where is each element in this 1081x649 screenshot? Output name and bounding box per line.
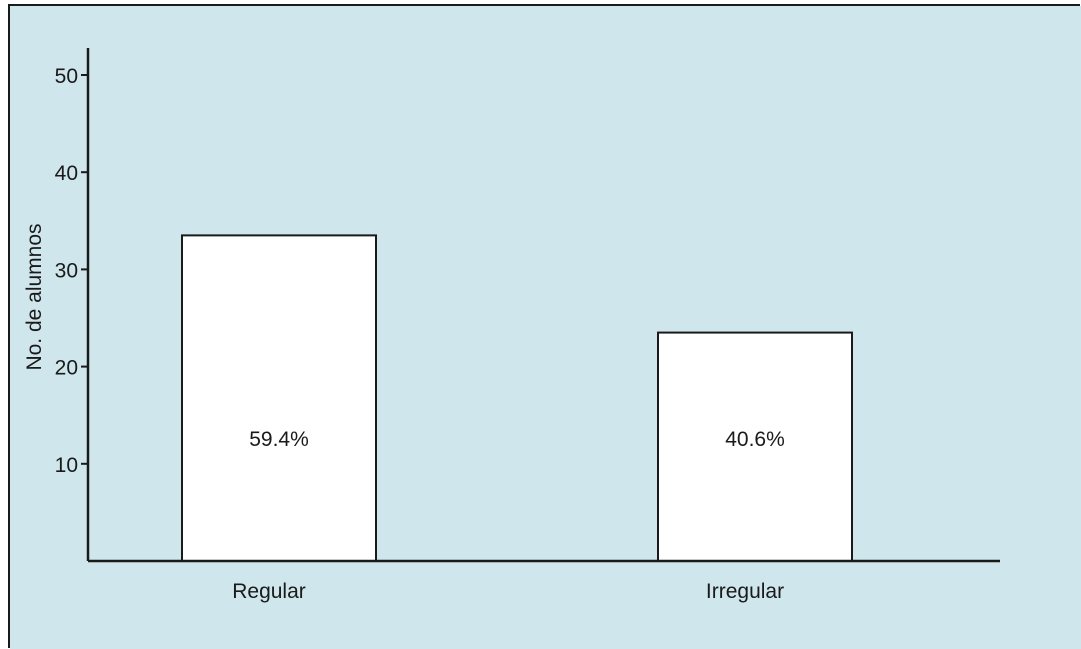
y-tick-label-40: 40 (55, 162, 78, 185)
category-label-regular: Regular (232, 580, 306, 603)
bar-irregular (657, 331, 853, 562)
bar-value-label-regular: 59.4% (249, 428, 309, 451)
bar-regular (181, 234, 377, 562)
bars-layer (181, 234, 853, 562)
chart-frame (8, 4, 1080, 648)
y-tick-label-20: 20 (55, 357, 78, 380)
y-tick-label-30: 30 (55, 259, 78, 282)
labels-layer: 59.4% Regular 40.6% Irregular (232, 428, 785, 603)
y-tick-label-10: 10 (55, 454, 78, 477)
category-label-irregular: Irregular (706, 580, 784, 603)
y-ticks-layer: 10 20 30 40 50 (55, 65, 88, 477)
chart-background (10, 6, 1081, 649)
y-axis-label: No. de alumnos (23, 223, 46, 370)
y-tick-label-50: 50 (55, 65, 78, 88)
bar-value-label-irregular: 40.6% (725, 428, 785, 451)
